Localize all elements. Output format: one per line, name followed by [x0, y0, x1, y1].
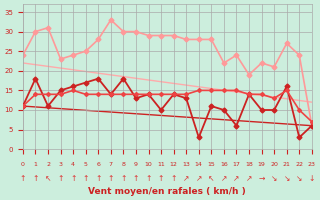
Text: ↑: ↑: [158, 174, 164, 183]
Text: ↘: ↘: [296, 174, 302, 183]
Text: →: →: [258, 174, 265, 183]
Text: ↗: ↗: [246, 174, 252, 183]
Text: ↑: ↑: [32, 174, 39, 183]
Text: ↗: ↗: [221, 174, 227, 183]
Text: ↑: ↑: [108, 174, 114, 183]
X-axis label: Vent moyen/en rafales ( km/h ): Vent moyen/en rafales ( km/h ): [89, 187, 246, 196]
Text: ↖: ↖: [208, 174, 214, 183]
Text: ↑: ↑: [20, 174, 26, 183]
Text: ↗: ↗: [183, 174, 189, 183]
Text: ↘: ↘: [271, 174, 277, 183]
Text: ↑: ↑: [95, 174, 101, 183]
Text: ↗: ↗: [196, 174, 202, 183]
Text: ↗: ↗: [233, 174, 240, 183]
Text: ↑: ↑: [83, 174, 89, 183]
Text: ↑: ↑: [70, 174, 76, 183]
Text: ↑: ↑: [171, 174, 177, 183]
Text: ↑: ↑: [120, 174, 127, 183]
Text: ↑: ↑: [57, 174, 64, 183]
Text: ↑: ↑: [145, 174, 152, 183]
Text: ↑: ↑: [133, 174, 139, 183]
Text: ↘: ↘: [284, 174, 290, 183]
Text: ↖: ↖: [45, 174, 51, 183]
Text: ↓: ↓: [309, 174, 315, 183]
